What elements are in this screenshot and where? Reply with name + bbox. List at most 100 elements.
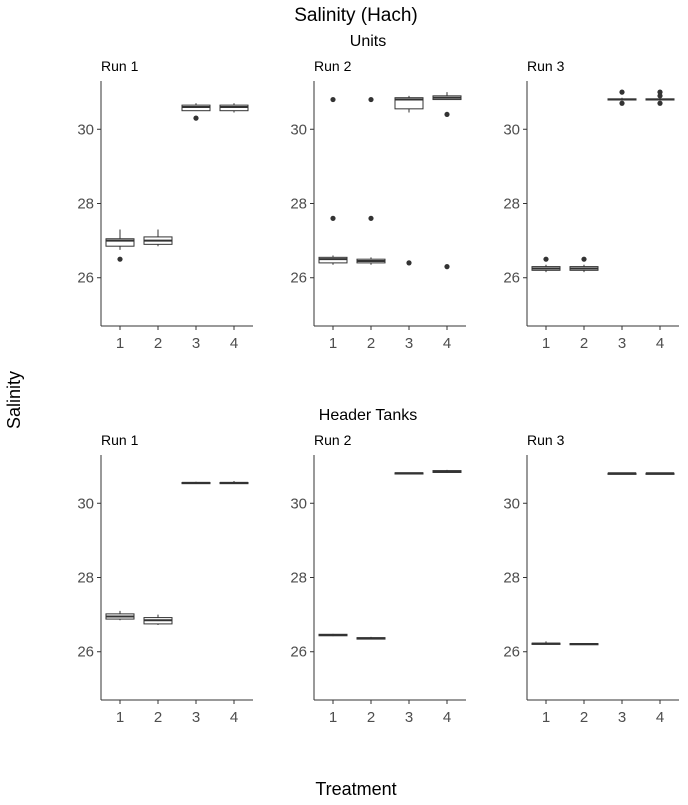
outlier-point (581, 256, 587, 262)
panel-title: Run 2 (314, 432, 352, 448)
outlier-point (117, 256, 123, 262)
x-tick-label: 1 (329, 709, 337, 726)
box-treatment-3 (394, 472, 424, 475)
x-tick-label: 2 (580, 709, 588, 726)
box-treatment-3 (181, 481, 211, 485)
box-treatment-3 (394, 95, 424, 266)
box-treatment-2 (356, 636, 386, 640)
y-tick-label: 30 (503, 495, 520, 512)
x-tick-label: 2 (580, 335, 588, 352)
outlier-point (657, 100, 663, 106)
box-treatment-1 (318, 633, 348, 637)
box-treatment-3 (181, 103, 211, 121)
box-treatment-1 (531, 641, 561, 645)
x-tick-label: 3 (405, 335, 413, 352)
panel-title: Run 2 (314, 58, 352, 74)
box-treatment-2 (143, 614, 173, 626)
x-tick-label: 4 (230, 335, 238, 352)
box-treatment-3 (607, 472, 637, 475)
y-tick-label: 30 (503, 121, 520, 138)
box-treatment-2 (143, 229, 173, 247)
outlier-point (368, 215, 374, 221)
x-tick-label: 1 (116, 335, 124, 352)
outlier-point (619, 89, 625, 95)
panel-units-run-2: Run 2 26 28 30 1 2 3 4 (290, 58, 466, 352)
y-tick-label: 30 (290, 121, 307, 138)
outlier-point (368, 96, 374, 103)
box-treatment-1 (105, 610, 135, 621)
panel-title: Run 3 (527, 58, 565, 74)
box-iqr (394, 97, 424, 110)
outlier-point (444, 264, 450, 270)
box-treatment-3 (607, 89, 637, 106)
y-tick-label: 28 (290, 196, 307, 213)
panels: Run 1 26 28 30 1 2 3 4 Run 2 26 28 30 1 2 3 4 Run 3 26 28 3… (77, 58, 679, 726)
y-tick-label: 28 (503, 196, 520, 213)
y-tick-label: 26 (77, 270, 94, 287)
outlier-point (193, 115, 199, 121)
box-treatment-2 (569, 642, 599, 646)
outlier-point (406, 260, 412, 266)
outlier-point (330, 215, 336, 221)
box-treatment-4 (432, 469, 462, 473)
box-treatment-1 (318, 96, 348, 265)
y-tick-label: 28 (77, 196, 94, 213)
outlier-point (444, 111, 450, 118)
y-tick-label: 26 (503, 270, 520, 287)
x-tick-label: 3 (192, 709, 200, 726)
outlier-point (619, 100, 625, 106)
y-tick-label: 28 (503, 570, 520, 587)
x-tick-label: 1 (116, 709, 124, 726)
box-treatment-4 (645, 89, 675, 106)
box-treatment-4 (645, 472, 675, 475)
x-tick-label: 4 (230, 709, 238, 726)
panel-units-run-3: Run 3 26 28 30 1 2 3 4 (503, 58, 679, 352)
section-title-header-tanks: Header Tanks (319, 407, 417, 424)
box-treatment-1 (105, 229, 135, 262)
panel-title: Run 3 (527, 432, 565, 448)
x-tick-label: 3 (618, 335, 626, 352)
x-tick-label: 2 (154, 335, 162, 352)
y-tick-label: 26 (290, 270, 307, 287)
x-tick-label: 3 (618, 709, 626, 726)
box-treatment-1 (531, 256, 561, 273)
x-tick-label: 4 (443, 709, 451, 726)
outlier-point (657, 89, 663, 95)
x-tick-label: 3 (405, 709, 413, 726)
panel-title: Run 1 (101, 58, 139, 74)
x-tick-label: 1 (542, 335, 550, 352)
panel-header-tanks-run-3: Run 3 26 28 30 1 2 3 4 (503, 432, 679, 726)
x-tick-label: 1 (542, 709, 550, 726)
box-treatment-4 (219, 103, 249, 113)
y-tick-label: 26 (290, 644, 307, 661)
box-iqr (105, 238, 135, 247)
x-tick-label: 1 (329, 335, 337, 352)
x-tick-label: 2 (154, 709, 162, 726)
figure-title: Salinity (Hach) (294, 5, 418, 26)
y-tick-label: 30 (77, 495, 94, 512)
panel-header-tanks-run-1: Run 1 26 28 30 1 2 3 4 (77, 432, 253, 726)
box-treatment-4 (219, 480, 249, 485)
y-tick-label: 26 (77, 644, 94, 661)
panel-title: Run 1 (101, 432, 139, 448)
box-treatment-2 (356, 96, 386, 265)
y-axis-title: Salinity (4, 371, 24, 429)
x-tick-label: 2 (367, 335, 375, 352)
x-tick-label: 3 (192, 335, 200, 352)
x-tick-label: 4 (656, 335, 664, 352)
y-tick-label: 28 (77, 570, 94, 587)
box-treatment-4 (432, 92, 462, 270)
x-tick-label: 4 (443, 335, 451, 352)
y-tick-label: 30 (290, 495, 307, 512)
y-tick-label: 30 (77, 121, 94, 138)
outlier-point (657, 93, 663, 99)
outlier-point (543, 256, 549, 262)
panel-header-tanks-run-2: Run 2 26 28 30 1 2 3 4 (290, 432, 466, 726)
x-tick-label: 2 (367, 709, 375, 726)
x-axis-title: Treatment (315, 779, 396, 799)
box-treatment-2 (569, 256, 599, 273)
outlier-point (330, 96, 336, 103)
y-tick-label: 26 (503, 644, 520, 661)
